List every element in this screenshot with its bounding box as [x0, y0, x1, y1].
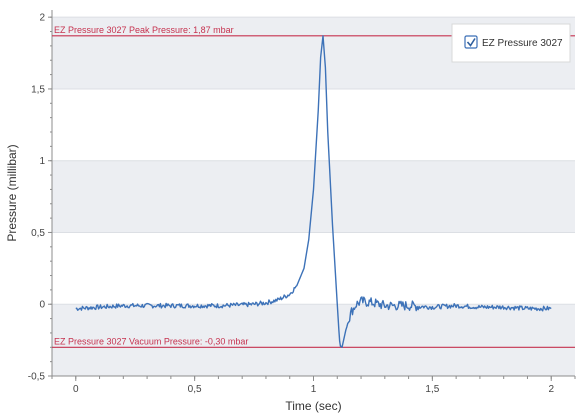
x-tick-label: 1 [311, 384, 317, 395]
reference-line-label: EZ Pressure 3027 Vacuum Pressure: -0,30 … [54, 336, 248, 346]
y-tick-label: 1 [39, 156, 45, 167]
reference-line-label: EZ Pressure 3027 Peak Pressure: 1,87 mba… [54, 25, 234, 35]
y-tick-label: -0,5 [28, 372, 46, 383]
x-tick-label: 0 [73, 384, 79, 395]
y-tick-label: 0 [39, 300, 45, 311]
y-tick-label: 0,5 [31, 228, 45, 239]
x-tick-label: 2 [548, 384, 554, 395]
y-tick-label: 2 [39, 13, 45, 24]
x-tick-label: 0,5 [188, 384, 202, 395]
series-line-ez-pressure-3027 [75, 35, 552, 348]
plot-band [52, 304, 575, 376]
x-tick-label: 1,5 [425, 384, 439, 395]
y-tick-label: 1,5 [31, 84, 45, 95]
y-axis-title: Pressure (millibar) [5, 144, 19, 241]
x-axis-title: Time (sec) [285, 399, 341, 413]
legend-label: EZ Pressure 3027 [482, 38, 563, 49]
plot-band-top [52, 10, 575, 18]
checkmark-icon [466, 38, 476, 47]
